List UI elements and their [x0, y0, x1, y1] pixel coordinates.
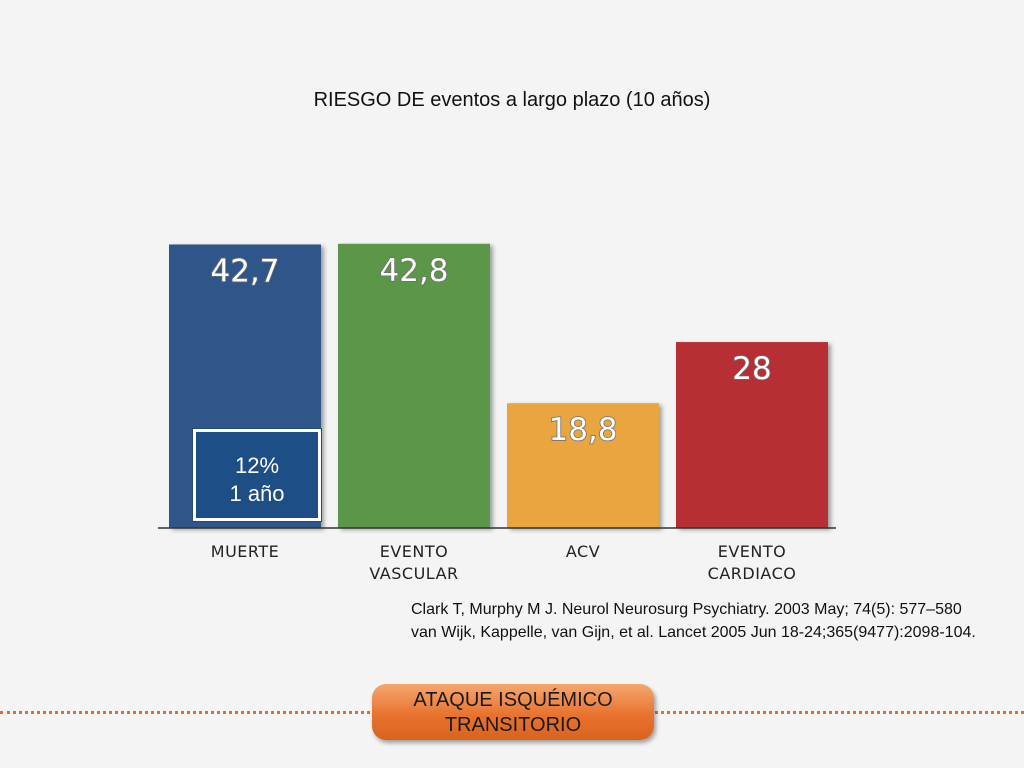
- reference-2: van Wijk, Kappelle, van Gijn, et al. Lan…: [411, 624, 976, 641]
- value-label-evento-vascular: 42,8: [379, 253, 448, 289]
- bar-evento-vascular: [338, 243, 490, 529]
- bar-evento-cardiaco: [676, 342, 828, 528]
- tia-badge: ATAQUE ISQUÉMICO TRANSITORIO: [372, 684, 654, 740]
- category-label-evento-vascular: EVENTO VASCULAR: [369, 542, 458, 583]
- reference-1: Clark T, Murphy M J. Neurol Neurosurg Ps…: [411, 601, 962, 618]
- value-label-muerte: 42,7: [210, 253, 279, 289]
- bar-acv: [507, 403, 659, 528]
- badge-line-2: TRANSITORIO: [444, 714, 582, 736]
- chart-title: RIESGO DE eventos a largo plazo (10 años…: [313, 89, 711, 111]
- badge-line-1: ATAQUE ISQUÉMICO: [413, 689, 613, 711]
- one-year-inset: 12% 1 año: [193, 429, 321, 521]
- category-label-muerte: MUERTE: [211, 542, 279, 561]
- references: Clark T, Murphy M J. Neurol Neurosurg Ps…: [411, 598, 1011, 644]
- value-label-evento-cardiaco: 28: [732, 351, 771, 387]
- bar-chart: 42,7 42,8 18,8 28 MUERTE EVENTO VASCULAR ACV EV…: [158, 243, 836, 583]
- category-label-acv: ACV: [566, 542, 600, 561]
- category-label-evento-cardiaco: EVENTO CARDIACO: [708, 542, 797, 583]
- inset-percent: 12%: [234, 453, 280, 478]
- inset-period: 1 año: [229, 481, 285, 506]
- value-label-acv: 18,8: [548, 412, 617, 448]
